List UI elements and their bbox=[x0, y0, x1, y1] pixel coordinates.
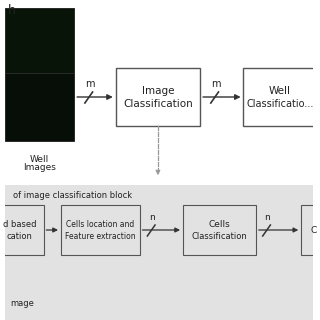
Text: mage: mage bbox=[10, 299, 34, 308]
Text: Cells location and: Cells location and bbox=[66, 220, 134, 228]
Text: Image: Image bbox=[142, 86, 174, 96]
Text: Classification: Classification bbox=[123, 99, 193, 109]
Text: C: C bbox=[311, 226, 317, 235]
FancyBboxPatch shape bbox=[5, 8, 74, 73]
FancyBboxPatch shape bbox=[61, 205, 140, 255]
Text: cation: cation bbox=[7, 231, 32, 241]
Text: n: n bbox=[265, 213, 270, 222]
FancyBboxPatch shape bbox=[183, 205, 256, 255]
Text: d based: d based bbox=[3, 220, 36, 228]
FancyBboxPatch shape bbox=[5, 73, 74, 141]
Text: m: m bbox=[85, 79, 94, 89]
FancyBboxPatch shape bbox=[0, 205, 44, 255]
Text: n: n bbox=[149, 213, 155, 222]
Text: m: m bbox=[211, 79, 220, 89]
FancyBboxPatch shape bbox=[301, 205, 320, 255]
FancyBboxPatch shape bbox=[5, 185, 313, 320]
Text: of image classification block: of image classification block bbox=[13, 191, 132, 200]
Text: Classificatio...: Classificatio... bbox=[246, 99, 314, 109]
Text: Well: Well bbox=[30, 155, 49, 164]
FancyBboxPatch shape bbox=[244, 68, 320, 126]
Text: Feature extraction: Feature extraction bbox=[65, 231, 136, 241]
FancyBboxPatch shape bbox=[116, 68, 200, 126]
Text: Well: Well bbox=[269, 86, 291, 96]
Text: Images: Images bbox=[23, 163, 56, 172]
Text: Classification: Classification bbox=[192, 231, 247, 241]
Text: h: h bbox=[8, 4, 16, 17]
Text: Cells: Cells bbox=[209, 220, 230, 228]
